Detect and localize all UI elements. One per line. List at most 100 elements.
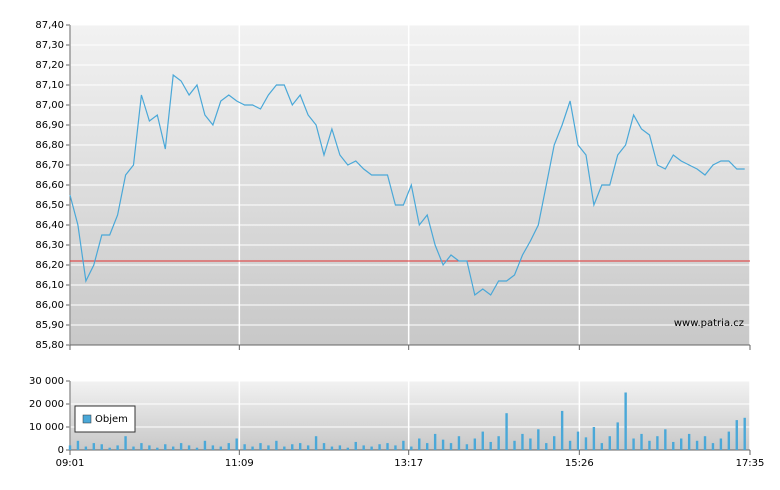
volume-bar [92, 443, 96, 450]
y-tick-label: 0 [58, 445, 64, 456]
volume-bar [418, 438, 421, 450]
volume-bar [457, 436, 461, 450]
y-tick-label: 86,10 [35, 280, 64, 291]
x-tick-label: 09:01 [56, 458, 85, 469]
y-tick-label: 30 000 [29, 376, 64, 387]
volume-bar [529, 438, 532, 450]
volume-bar [195, 447, 199, 450]
volume-bar [433, 433, 437, 450]
volume-bar [283, 446, 286, 450]
legend-label: Objem [95, 414, 128, 425]
volume-bar [219, 446, 223, 450]
volume-bar [386, 443, 389, 450]
volume-bar [298, 443, 302, 450]
volume-bar [251, 446, 254, 450]
volume-bar [330, 446, 334, 450]
volume-bar [711, 443, 715, 450]
y-tick-label: 86,30 [35, 240, 64, 251]
volume-bar [346, 447, 350, 450]
volume-bar [425, 443, 429, 450]
watermark: www.patria.cz [674, 318, 744, 329]
volume-bar [291, 444, 294, 450]
y-tick-label: 87,00 [35, 100, 64, 111]
x-tick-label: 15:26 [565, 458, 594, 469]
x-tick-label: 13:17 [394, 458, 423, 469]
volume-bar [227, 443, 230, 450]
volume-bar [568, 440, 572, 450]
volume-bar [727, 431, 731, 450]
volume-bar [695, 440, 699, 450]
volume-bar [370, 446, 373, 450]
volume-bar [378, 444, 381, 450]
volume-bar [140, 443, 143, 450]
y-tick-label: 87,30 [35, 40, 64, 51]
volume-bar [179, 443, 183, 450]
volume-bar [116, 445, 119, 450]
volume-bar [235, 438, 238, 450]
volume-bar [735, 420, 738, 450]
legend-swatch [82, 414, 92, 424]
volume-bar [521, 433, 524, 450]
y-tick-label: 87,40 [35, 20, 64, 31]
volume-bar [600, 443, 604, 450]
volume-bar [640, 433, 643, 450]
volume-bar [560, 410, 564, 450]
y-tick-label: 85,80 [35, 340, 64, 351]
y-tick-label: 86,40 [35, 220, 64, 231]
y-tick-label: 86,90 [35, 120, 64, 131]
volume-bar [164, 444, 167, 450]
volume-bar [203, 440, 207, 450]
y-tick-label: 86,20 [35, 260, 64, 271]
volume-bar [354, 441, 357, 450]
y-tick-label: 10 000 [29, 422, 64, 433]
y-tick-label: 86,70 [35, 160, 64, 171]
volume-bar [703, 436, 707, 450]
volume-bar [259, 443, 262, 450]
volume-bar [465, 444, 469, 450]
volume-bar [267, 445, 270, 450]
volume-bar [322, 443, 326, 450]
y-tick-label: 86,50 [35, 200, 64, 211]
y-tick-label: 85,90 [35, 320, 64, 331]
volume-bar [656, 436, 659, 450]
volume-bar [616, 422, 619, 450]
volume-bar [719, 438, 723, 450]
volume-bar [76, 440, 80, 450]
volume-bar [497, 436, 500, 450]
volume-bar [68, 445, 72, 450]
volume-bar [187, 445, 191, 450]
volume-bar [576, 431, 580, 450]
y-tick-label: 87,10 [35, 80, 64, 91]
volume-bar [132, 446, 135, 450]
y-tick-label: 20 000 [29, 399, 64, 410]
y-tick-label: 86,60 [35, 180, 64, 191]
volume-bar [449, 443, 453, 450]
volume-bar [108, 447, 111, 450]
volume-bar [84, 446, 88, 450]
volume-bar [243, 444, 246, 450]
volume-panel [70, 381, 750, 450]
volume-bar [505, 413, 508, 450]
volume-bar [743, 417, 746, 450]
volume-bar [672, 441, 675, 450]
volume-bar [306, 445, 310, 450]
y-tick-label: 87,20 [35, 60, 64, 71]
volume-bar [338, 445, 342, 450]
volume-bar [124, 436, 127, 450]
volume-bar [100, 444, 103, 450]
volume-bar [489, 441, 492, 450]
volume-bar [156, 447, 159, 450]
volume-bar [148, 445, 151, 450]
volume-bar [608, 436, 611, 450]
volume-bar [632, 438, 635, 450]
volume-bar [171, 446, 175, 450]
volume-bar [687, 433, 691, 450]
volume-bar [314, 436, 318, 450]
x-tick-label: 11:09 [225, 458, 254, 469]
volume-bar [513, 440, 516, 450]
volume-bar [553, 436, 556, 450]
volume-bar [441, 439, 445, 450]
volume-bar [680, 438, 683, 450]
y-tick-label: 86,80 [35, 140, 64, 151]
volume-bar [410, 446, 413, 450]
